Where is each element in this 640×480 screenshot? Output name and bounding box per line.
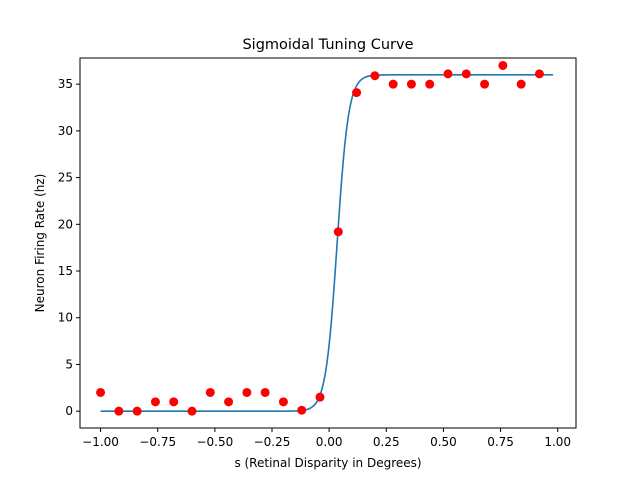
- data-point: [406, 79, 416, 89]
- data-point: [205, 387, 215, 397]
- y-tick-label: 15: [58, 264, 73, 278]
- data-point: [498, 60, 508, 70]
- y-tick-label: 10: [58, 311, 73, 325]
- data-point: [150, 397, 160, 407]
- y-tick-label: 35: [58, 77, 73, 91]
- data-point: [461, 69, 471, 79]
- y-tick-label: 0: [65, 404, 73, 418]
- y-tick-label: 30: [58, 124, 73, 138]
- fit-curve: [100, 74, 554, 412]
- data-point: [333, 227, 343, 237]
- data-point: [242, 387, 252, 397]
- data-point: [260, 387, 270, 397]
- data-point: [169, 397, 179, 407]
- data-point: [278, 397, 288, 407]
- x-axis-title: s (Retinal Disparity in Degrees): [234, 456, 421, 470]
- data-point: [187, 406, 197, 416]
- x-tick-label: −0.75: [139, 435, 176, 449]
- data-point: [516, 79, 526, 89]
- chart-title: Sigmoidal Tuning Curve: [242, 37, 413, 53]
- x-tick-label: 0.00: [316, 435, 343, 449]
- data-point: [96, 387, 106, 397]
- data-point: [132, 406, 142, 416]
- y-axis-title: Neuron Firing Rate (hz): [33, 174, 47, 313]
- x-tick-label: −0.50: [196, 435, 233, 449]
- data-point: [534, 69, 544, 79]
- data-point: [297, 405, 307, 415]
- data-point: [315, 392, 325, 402]
- plot-area: −1.00 −0.75 −0.50 −0.25 0.00 0.25 0.50 0.75 1.00…: [58, 57, 577, 449]
- x-tick-label: 0.25: [373, 435, 400, 449]
- data-point: [425, 79, 435, 89]
- data-point: [388, 79, 398, 89]
- x-tick-label: 1.00: [544, 435, 571, 449]
- y-tick-label: 25: [58, 171, 73, 185]
- x-tick-label: −1.00: [82, 435, 119, 449]
- data-point: [352, 88, 362, 98]
- y-tick-label: 20: [58, 217, 73, 231]
- data-point: [224, 397, 234, 407]
- data-point: [370, 71, 380, 81]
- x-tick-label: 0.50: [430, 435, 457, 449]
- x-tick-label: −0.25: [254, 435, 291, 449]
- data-point: [480, 79, 490, 89]
- y-tick-label: 5: [65, 357, 73, 371]
- data-point: [443, 69, 453, 79]
- axes-frame: [79, 57, 577, 429]
- x-tick-label: 0.75: [487, 435, 514, 449]
- data-point: [114, 406, 124, 416]
